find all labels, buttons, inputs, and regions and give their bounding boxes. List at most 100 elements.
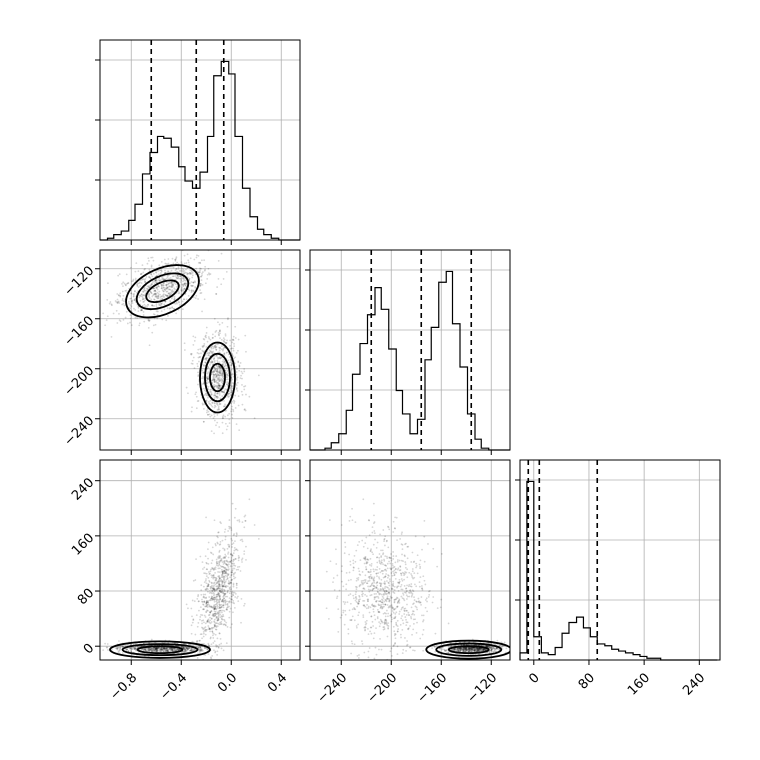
scatter-point bbox=[231, 571, 233, 574]
scatter-point bbox=[142, 649, 145, 652]
scatter-point bbox=[152, 647, 154, 650]
scatter-point bbox=[204, 268, 206, 271]
scatter-point bbox=[231, 568, 234, 571]
scatter-point bbox=[427, 596, 430, 598]
scatter-point bbox=[196, 383, 199, 386]
scatter-point bbox=[172, 291, 174, 294]
scatter-point bbox=[177, 648, 180, 651]
scatter-point bbox=[214, 345, 217, 348]
scatter-point bbox=[227, 582, 230, 585]
scatter-point bbox=[213, 640, 216, 643]
scatter-point bbox=[199, 618, 201, 621]
scatter-point bbox=[178, 301, 180, 304]
scatter-point bbox=[409, 590, 412, 593]
scatter-point bbox=[205, 561, 208, 564]
scatter-point bbox=[209, 350, 212, 353]
scatter-point bbox=[385, 569, 388, 572]
scatter-point bbox=[370, 577, 373, 579]
scatter-point bbox=[212, 597, 215, 599]
scatter-point bbox=[165, 650, 167, 653]
scatter-point bbox=[488, 646, 491, 649]
scatter-point bbox=[235, 423, 238, 425]
scatter-point bbox=[204, 616, 207, 618]
scatter-point bbox=[168, 277, 170, 280]
scatter-point bbox=[361, 595, 364, 598]
scatter-point bbox=[139, 295, 141, 297]
scatter-point bbox=[137, 286, 140, 289]
scatter-point bbox=[165, 290, 168, 293]
scatter-point bbox=[199, 633, 202, 636]
scatter-point bbox=[223, 576, 226, 579]
scatter-point bbox=[150, 265, 153, 268]
scatter-point bbox=[223, 531, 226, 533]
scatter-point bbox=[243, 553, 246, 555]
scatter-point bbox=[162, 277, 164, 280]
scatter-point bbox=[207, 625, 210, 627]
scatter-point bbox=[149, 277, 152, 280]
scatter-point bbox=[380, 563, 382, 565]
scatter-point bbox=[147, 647, 150, 650]
scatter-point bbox=[173, 299, 176, 301]
scatter-point bbox=[148, 293, 151, 295]
scatter-point bbox=[233, 345, 236, 348]
scatter-point bbox=[202, 350, 205, 353]
scatter-point bbox=[235, 568, 238, 571]
scatter-point bbox=[480, 648, 483, 651]
scatter-point bbox=[383, 576, 386, 579]
scatter-point bbox=[197, 646, 200, 649]
scatter-point bbox=[483, 648, 486, 651]
scatter-point bbox=[219, 580, 222, 582]
scatter-point bbox=[466, 649, 469, 652]
scatter-point bbox=[191, 640, 194, 643]
scatter-point bbox=[218, 392, 221, 395]
scatter-point bbox=[219, 357, 222, 360]
scatter-point bbox=[494, 648, 497, 651]
scatter-point bbox=[191, 276, 194, 279]
scatter-point bbox=[233, 549, 236, 552]
scatter-point bbox=[151, 283, 153, 285]
scatter-point bbox=[211, 627, 213, 630]
scatter-point bbox=[366, 558, 369, 560]
scatter-point bbox=[215, 593, 218, 596]
scatter-point bbox=[460, 648, 463, 651]
scatter-point bbox=[217, 587, 219, 590]
scatter-point bbox=[421, 587, 424, 590]
scatter-point bbox=[221, 585, 224, 588]
scatter-point bbox=[490, 647, 493, 650]
scatter-point bbox=[209, 587, 212, 590]
scatter-point bbox=[467, 650, 470, 653]
scatter-point bbox=[149, 291, 152, 293]
scatter-point bbox=[361, 539, 364, 542]
scatter-point bbox=[230, 373, 233, 376]
scatter-point bbox=[153, 280, 156, 283]
scatter-point bbox=[213, 404, 216, 407]
scatter-point bbox=[463, 648, 466, 651]
scatter-point bbox=[220, 620, 223, 623]
scatter-point bbox=[408, 571, 411, 574]
scatter-point bbox=[485, 648, 487, 651]
scatter-point bbox=[230, 588, 232, 590]
scatter-point bbox=[204, 622, 207, 625]
scatter-point bbox=[121, 303, 124, 306]
scatter-point bbox=[383, 623, 386, 626]
scatter-point bbox=[351, 608, 354, 611]
scatter-point bbox=[201, 402, 204, 405]
scatter-point bbox=[212, 378, 214, 381]
scatter-point bbox=[152, 647, 155, 650]
scatter-point bbox=[217, 536, 219, 539]
scatter-point bbox=[367, 571, 370, 574]
scatter-point bbox=[384, 535, 387, 538]
scatter-point bbox=[207, 396, 209, 399]
scatter-point bbox=[216, 395, 219, 398]
scatter-point bbox=[219, 347, 222, 349]
panel-1-1 bbox=[305, 249, 511, 455]
scatter-point bbox=[226, 351, 229, 354]
scatter-point bbox=[484, 652, 487, 655]
scatter-point bbox=[456, 647, 458, 650]
scatter-point bbox=[116, 293, 119, 295]
scatter-point bbox=[216, 581, 219, 584]
scatter-point bbox=[400, 572, 403, 575]
scatter-point bbox=[223, 561, 226, 564]
scatter-point bbox=[212, 614, 215, 617]
scatter-point bbox=[183, 283, 186, 286]
